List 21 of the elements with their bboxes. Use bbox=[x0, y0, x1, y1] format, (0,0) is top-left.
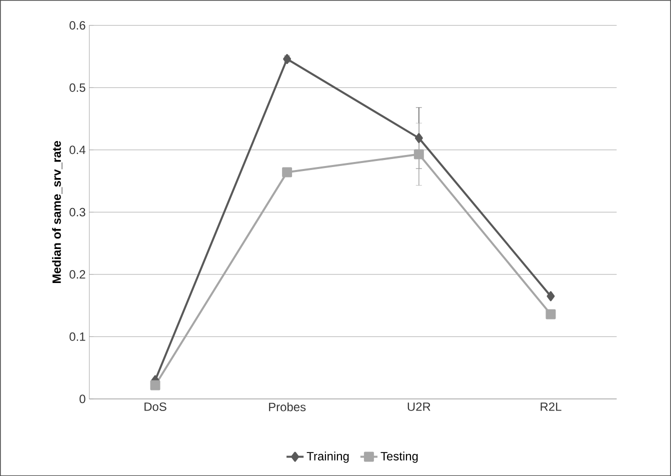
y-tick-label: 0.3 bbox=[70, 208, 86, 216]
x-tick-label: U2R bbox=[408, 402, 430, 411]
legend-label: Testing bbox=[380, 452, 418, 463]
x-tick-label: R2L bbox=[540, 402, 562, 411]
y-tick-label: 0.1 bbox=[70, 332, 86, 341]
point bbox=[414, 132, 423, 143]
y-tick-label: 0.6 bbox=[70, 21, 86, 30]
point bbox=[414, 149, 424, 160]
y-axis-title: Median of same_srv_rate bbox=[52, 140, 62, 283]
point bbox=[546, 309, 556, 320]
point bbox=[283, 54, 292, 64]
point bbox=[150, 380, 160, 390]
y-tick-label: 0.2 bbox=[70, 270, 86, 279]
x-tick-label: Probes bbox=[269, 402, 306, 412]
x-tick-label: DoS bbox=[144, 402, 166, 411]
y-tick-label: 0 bbox=[80, 394, 86, 404]
point bbox=[282, 167, 292, 178]
y-tick-label: 0.5 bbox=[70, 83, 86, 92]
y-tick-label: 0.4 bbox=[70, 146, 86, 154]
point bbox=[546, 291, 555, 302]
legend-label: Training bbox=[306, 452, 349, 463]
